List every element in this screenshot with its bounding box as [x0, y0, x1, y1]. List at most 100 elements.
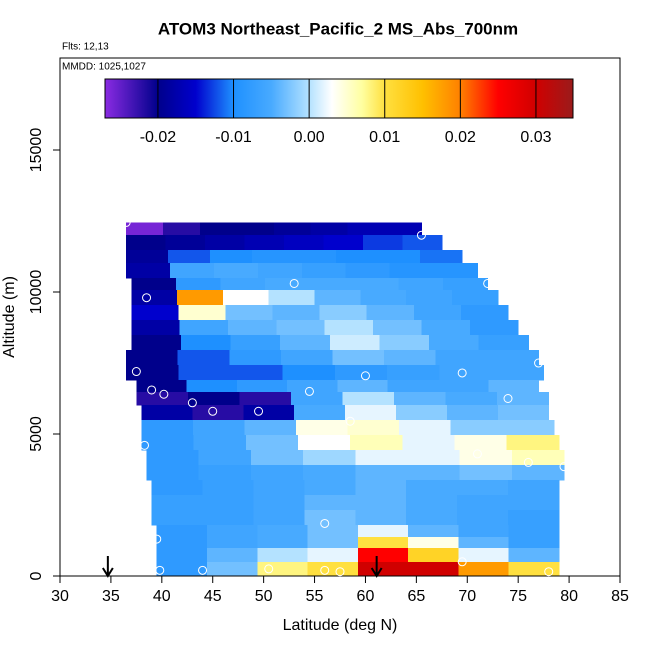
sample-point: [208, 406, 218, 416]
heatmap-cell: [126, 222, 164, 236]
heatmap-cell: [156, 537, 208, 549]
x-tick-label: 45: [204, 588, 222, 605]
heatmap-cell: [207, 547, 258, 563]
heatmap-cell: [257, 537, 309, 549]
heatmap-cell: [450, 420, 503, 436]
heatmap-cell: [387, 364, 440, 381]
heatmap-cell: [257, 524, 309, 538]
heatmap-cell: [294, 405, 346, 421]
heatmap-cell: [457, 510, 509, 526]
heatmap-cell: [126, 263, 171, 279]
heatmap-cell: [207, 524, 258, 538]
heatmap-cell: [398, 278, 444, 291]
heatmap-cell: [304, 480, 356, 496]
heatmap-cell: [228, 320, 277, 336]
sample-point: [228, 293, 238, 303]
x-tick-label: 70: [458, 588, 476, 605]
sample-point: [289, 278, 299, 288]
heatmap-cell: [354, 278, 400, 291]
heatmap-cell: [273, 222, 312, 236]
sample-point: [198, 565, 208, 575]
heatmap-cell: [146, 464, 200, 481]
heatmap-cell: [508, 510, 560, 526]
heatmap-cell: [378, 249, 421, 264]
annotation: MMDD: 1025,1027: [62, 62, 146, 73]
sample-point: [534, 358, 544, 368]
heatmap-cell: [323, 235, 364, 251]
heatmap-cell: [156, 547, 208, 563]
x-tick-label: 80: [560, 588, 578, 605]
heatmap-cell: [131, 305, 179, 321]
heatmap-cell: [244, 235, 285, 251]
heatmap-cell: [264, 278, 310, 291]
heatmap-cell: [355, 495, 407, 511]
heatmap-cell: [136, 391, 189, 406]
sample-point: [416, 230, 426, 240]
heatmap-cell: [187, 391, 240, 406]
x-tick-label: 30: [51, 588, 69, 605]
heatmap-cell: [362, 235, 403, 251]
heatmap-cell: [239, 391, 292, 406]
heatmap-cell: [156, 524, 208, 538]
heatmap-cell: [307, 537, 359, 549]
heatmap-cell: [151, 480, 204, 496]
y-tick-label: 5000: [28, 416, 45, 452]
heatmap-cell: [387, 380, 439, 393]
heatmap-cell: [146, 449, 200, 466]
heatmap-cell: [252, 249, 295, 264]
heatmap: [126, 222, 565, 577]
heatmap-cell: [366, 305, 415, 321]
heatmap-cell: [282, 364, 336, 381]
heatmap-cell: [307, 562, 359, 577]
sample-point: [523, 457, 533, 467]
colorbar: [104, 78, 574, 119]
heatmap-cell: [487, 349, 540, 366]
colorbar-tick-label: 0.00: [294, 129, 325, 146]
arrow: [102, 556, 114, 578]
heatmap-cell: [458, 562, 510, 577]
sample-point: [503, 394, 513, 404]
heatmap-cell: [178, 305, 226, 321]
heatmap-cell: [511, 449, 565, 466]
sample-point: [345, 416, 355, 426]
heatmap-cell: [355, 449, 408, 466]
heatmap-cell: [268, 290, 316, 306]
heatmap-cell: [186, 380, 238, 393]
arrow: [370, 556, 383, 578]
heatmap-cell: [253, 480, 305, 496]
heatmap-cell: [458, 524, 510, 538]
heatmap-cell: [202, 495, 254, 511]
y-tick-label: 0: [28, 571, 45, 580]
heatmap-cell: [253, 510, 305, 526]
heatmap-cell: [165, 235, 206, 251]
heatmap-cell: [345, 405, 397, 421]
heatmap-cell: [245, 435, 299, 451]
x-tick-label: 40: [153, 588, 171, 605]
heatmap-cell: [151, 510, 204, 526]
heatmap-cell: [337, 380, 389, 393]
heatmap-cell: [421, 320, 471, 336]
heatmap-cell: [126, 364, 179, 381]
sample-point: [559, 462, 569, 472]
sample-point: [335, 567, 345, 577]
heatmap-cell: [402, 235, 443, 251]
heatmap-cell: [250, 449, 304, 466]
heatmap-cell: [250, 464, 304, 481]
sample-point: [320, 565, 330, 575]
heatmap-cell: [257, 547, 309, 563]
heatmap-cell: [491, 364, 545, 381]
heatmap-cell: [457, 495, 509, 511]
sample-point: [320, 518, 330, 528]
heatmap-cell: [280, 334, 331, 351]
heatmap-cell: [413, 305, 462, 321]
heatmap-cell: [336, 249, 379, 264]
heatmap-cell: [399, 420, 452, 436]
heatmap-cell: [429, 334, 480, 351]
heatmap-cell: [229, 349, 282, 366]
heatmap-cell: [406, 495, 458, 511]
heatmap-cell: [406, 290, 453, 306]
heatmap-cell: [394, 391, 447, 406]
y-axis-label: Altitude (m): [1, 276, 18, 358]
heatmap-cell: [236, 380, 288, 393]
